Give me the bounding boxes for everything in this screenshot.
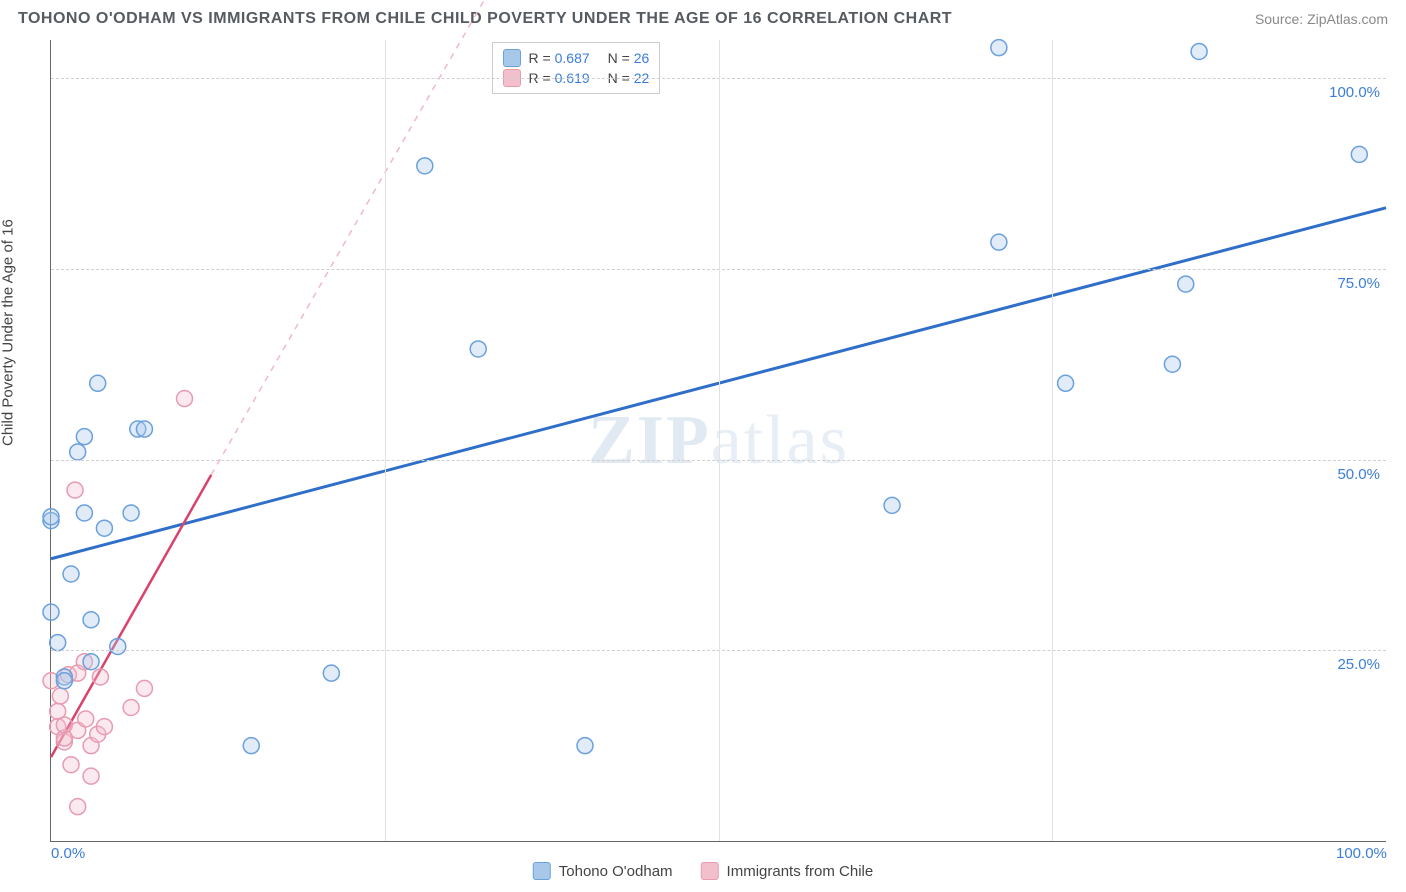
legend-item-chile: Immigrants from Chile	[701, 862, 874, 880]
x-tick-label: 0.0%	[51, 845, 85, 862]
swatch-tohono	[503, 49, 521, 67]
series-label-chile: Immigrants from Chile	[727, 863, 874, 880]
y-axis-label: Child Poverty Under the Age of 16	[0, 219, 17, 446]
y-tick-label: 100.0%	[1329, 84, 1380, 101]
n-label: N =	[608, 50, 630, 66]
r-label: R =	[529, 50, 551, 66]
series-label-tohono: Tohono O'odham	[559, 863, 673, 880]
plot-area: R = 0.687 N = 26 R = 0.619 N = 22 ZIPatl…	[50, 40, 1386, 842]
legend-row-tohono: R = 0.687 N = 26	[503, 49, 650, 67]
chart-title: TOHONO O'ODHAM VS IMMIGRANTS FROM CHILE …	[18, 10, 952, 28]
x-tick-label: 100.0%	[1336, 845, 1387, 862]
n-value-tohono: 26	[634, 50, 650, 66]
legend-item-tohono: Tohono O'odham	[533, 862, 673, 880]
r-value-tohono: 0.687	[555, 50, 590, 66]
legend-series: Tohono O'odham Immigrants from Chile	[533, 862, 873, 880]
y-tick-label: 50.0%	[1337, 466, 1380, 483]
swatch-chile	[701, 862, 719, 880]
swatch-tohono	[533, 862, 551, 880]
source-label: Source: ZipAtlas.com	[1255, 11, 1388, 27]
y-tick-label: 75.0%	[1337, 275, 1380, 292]
legend-correlation: R = 0.687 N = 26 R = 0.619 N = 22	[492, 42, 661, 94]
y-tick-label: 25.0%	[1337, 656, 1380, 673]
